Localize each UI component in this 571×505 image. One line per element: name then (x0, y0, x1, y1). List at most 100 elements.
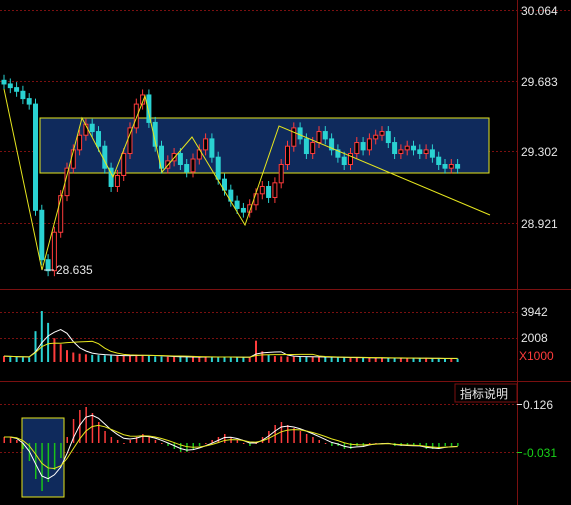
candle-body (184, 164, 190, 173)
candle-body (348, 153, 353, 166)
candle-body (385, 131, 391, 144)
volume-bar (78, 353, 81, 362)
candle-body (411, 145, 416, 151)
candle-body (278, 164, 284, 184)
macd-bar (142, 434, 144, 443)
macd-bar (450, 443, 453, 446)
candle (455, 159, 461, 174)
volume-bar (305, 356, 308, 362)
candle (127, 122, 133, 160)
volume-bar (368, 357, 371, 362)
volume-bar (91, 354, 94, 362)
volume-bar (299, 356, 302, 362)
macd-bar (419, 443, 421, 446)
macd-bar (79, 410, 81, 443)
candle-body (366, 138, 372, 151)
candle-body (177, 153, 183, 166)
macd-bar (331, 443, 333, 446)
macd-bar (375, 443, 377, 444)
macd-tick-label: 0.126 (523, 398, 553, 412)
volume-bar (141, 355, 144, 362)
volume-bar (437, 358, 440, 362)
macd-bar (9, 437, 12, 443)
volume-bar (431, 358, 434, 362)
indicator-help-button-bg[interactable] (454, 383, 518, 403)
volume-bar (286, 356, 289, 362)
macd-bar (179, 443, 182, 452)
candle (203, 133, 209, 156)
candle-body (33, 103, 38, 211)
volume-bar (154, 356, 157, 362)
candle-body (423, 149, 429, 155)
candle-body (51, 231, 57, 272)
volume-bar (273, 356, 276, 362)
candle-body (253, 193, 259, 206)
candle-body (121, 153, 127, 176)
candle (146, 89, 152, 128)
price-axis: 30.064 29.683 29.302 28.921 (521, 4, 558, 231)
macd-bar (350, 443, 352, 449)
volume-bar (110, 355, 113, 362)
candle-body (39, 209, 45, 261)
macd-bar (198, 443, 201, 446)
candle (417, 144, 423, 160)
volume-tick-label: 3942 (521, 305, 548, 319)
macd-bar (104, 431, 106, 443)
candle-body (259, 185, 265, 195)
candle (398, 144, 404, 160)
volume-bar (210, 356, 213, 362)
candle-body (272, 182, 278, 198)
candle (366, 133, 372, 156)
candle (96, 126, 101, 152)
macd-bar (249, 443, 251, 446)
candle (442, 159, 448, 174)
macd-bar (3, 437, 5, 443)
volume-bar (97, 355, 100, 362)
macd-bar (280, 422, 283, 443)
macd-bar (444, 443, 446, 446)
candle (348, 148, 353, 171)
candle-body (436, 156, 442, 166)
volume-bar (381, 357, 383, 362)
macd-bar (16, 440, 18, 443)
volume-bar (343, 357, 346, 362)
macd-bar (123, 443, 125, 444)
candle-body (146, 94, 152, 123)
candle-body (341, 156, 347, 166)
candle-body (77, 134, 83, 151)
candle (392, 137, 398, 160)
low-marker: 28.635 (44, 263, 93, 277)
volume-bar (248, 357, 251, 362)
indicator-help-button[interactable]: 指标说明 (454, 383, 518, 403)
macd-bar (47, 443, 50, 482)
macd-dea-line (4, 424, 458, 469)
candle (436, 151, 442, 171)
volume-bar (406, 358, 409, 362)
volume-bar (242, 357, 245, 362)
candle-body (45, 259, 51, 272)
consolidation-box (39, 117, 490, 174)
candle (297, 122, 303, 145)
volume-bar (330, 357, 333, 362)
macd-bar (268, 431, 270, 443)
macd-bar (148, 437, 150, 443)
candle (373, 129, 379, 145)
candle-body (398, 149, 404, 155)
volume-bar (185, 357, 188, 362)
macd-bar (287, 425, 289, 443)
candle-body (404, 145, 410, 151)
volume-bar (362, 357, 365, 362)
trend-lines (3, 88, 491, 271)
macd-bar (66, 437, 68, 443)
candle-body (215, 156, 221, 180)
macd-axis: 0.126 -0.031 (517, 398, 557, 460)
indicator-help-button-label[interactable]: 指标说明 (460, 386, 508, 401)
volume-bar (3, 356, 5, 362)
macd-bar (161, 443, 163, 444)
volume-bar (267, 354, 270, 362)
candle-body (354, 142, 360, 155)
macd-bar (186, 443, 188, 452)
macd-highlight-box (21, 417, 65, 498)
